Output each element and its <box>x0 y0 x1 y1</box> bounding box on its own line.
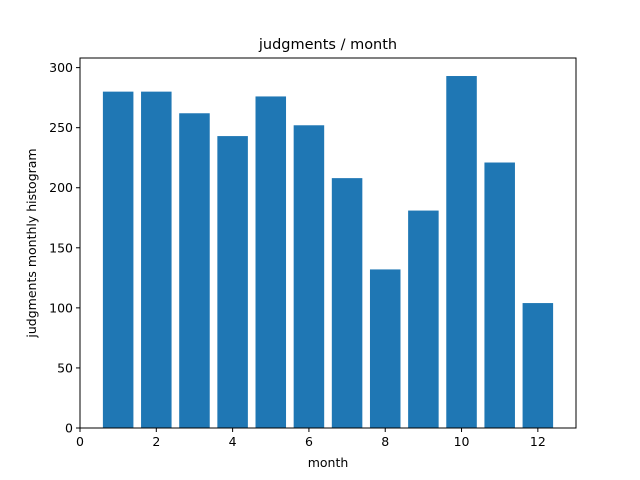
y-tick-label: 100 <box>49 300 73 315</box>
x-tick-label: 6 <box>305 434 313 449</box>
x-tick-label: 2 <box>152 434 160 449</box>
bar-month-9 <box>408 210 439 428</box>
bar-month-12 <box>522 303 554 428</box>
y-tick-label: 150 <box>49 240 73 255</box>
y-tick-label: 300 <box>49 60 73 75</box>
bar-month-6 <box>293 125 325 428</box>
x-axis-label: month <box>308 455 349 470</box>
y-tick-label: 250 <box>49 120 73 135</box>
x-tick-label: 12 <box>530 434 546 449</box>
y-tick-label: 50 <box>57 360 73 375</box>
bar-month-1 <box>102 91 134 429</box>
bar-month-11 <box>484 162 515 428</box>
y-tick-label: 200 <box>49 180 73 195</box>
y-axis: 0 50 100 150 200 250 300 <box>49 60 80 436</box>
bar-month-3 <box>179 113 210 429</box>
x-tick-label: 4 <box>229 434 237 449</box>
bar-month-8 <box>369 269 401 428</box>
y-tick-label: 0 <box>65 421 73 436</box>
bar-month-2 <box>141 91 172 429</box>
plot-frame <box>79 57 577 429</box>
x-tick-label: 8 <box>381 434 389 449</box>
x-tick-label: 0 <box>76 434 84 449</box>
chart-title: judgments / month <box>258 37 397 53</box>
bar-month-7 <box>331 178 363 428</box>
x-axis: 0 2 4 6 8 10 12 <box>76 428 546 449</box>
bar-month-10 <box>446 76 477 429</box>
bar-month-5 <box>255 96 287 428</box>
bars-group <box>102 76 554 429</box>
y-axis-label: judgments monthly histogram <box>24 148 39 338</box>
x-tick-label: 10 <box>454 434 470 449</box>
bar-month-4 <box>217 136 248 428</box>
